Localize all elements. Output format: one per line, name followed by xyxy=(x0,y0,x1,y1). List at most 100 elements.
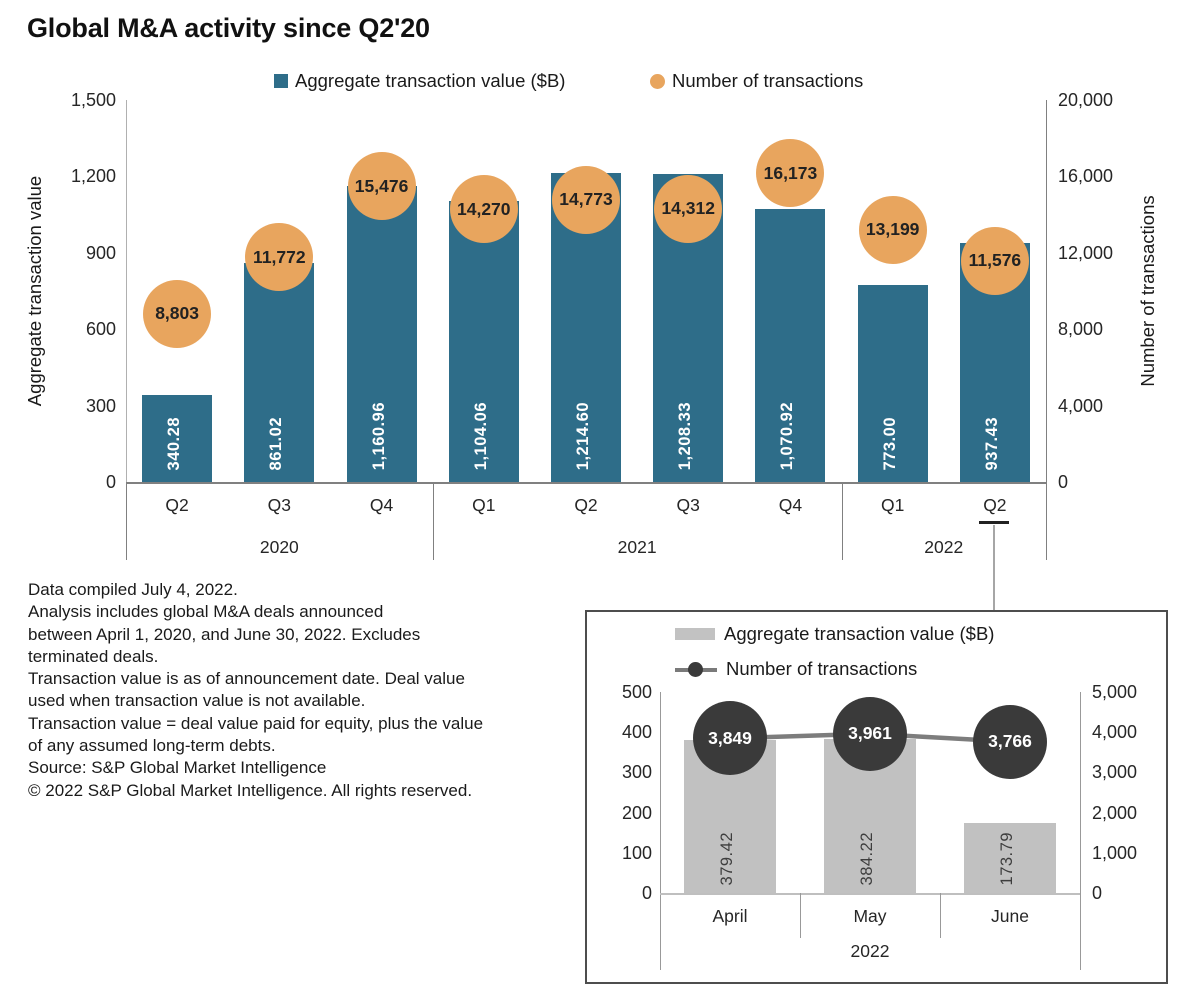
inset-right-tick-label: 3,000 xyxy=(1092,762,1138,783)
main-legend-item-count: Number of transactions xyxy=(650,70,863,92)
footnote-line: Transaction value = deal value paid for … xyxy=(28,713,484,733)
inset-bar-value-label: 173.79 xyxy=(998,831,1016,885)
left-tick-label: 900 xyxy=(85,242,116,263)
right-tick-label: 16,000 xyxy=(1058,166,1114,187)
left-tick-label: 1,200 xyxy=(70,166,116,187)
circle-swatch-icon xyxy=(650,73,665,89)
line-dot-swatch-icon xyxy=(675,661,717,677)
year-label: 2021 xyxy=(617,537,657,557)
page-title: Global M&A activity since Q2'20 xyxy=(27,13,430,43)
count-bubble: 15,476 xyxy=(347,152,416,221)
count-bubble: 11,576 xyxy=(960,226,1029,295)
right-tick-label: 8,000 xyxy=(1058,319,1104,340)
bottom-axis-line xyxy=(126,482,1046,484)
inset-year-label: 2022 xyxy=(850,941,890,961)
footnote-line: used when transaction value is not avail… xyxy=(28,691,366,711)
inset-bottom-axis-line xyxy=(660,893,1080,895)
count-bubble: 14,270 xyxy=(449,175,518,244)
callout-connector-line xyxy=(993,525,995,610)
category-boundary xyxy=(126,482,127,560)
inset-right-axis-line xyxy=(1080,692,1081,970)
inset-count-bubble: 3,961 xyxy=(833,696,907,771)
footnote: Data compiled July 4, 2022. Analysis incl… xyxy=(28,579,483,802)
inset-legend-value-label: Aggregate transaction value ($B) xyxy=(724,623,995,644)
inset-month-separator xyxy=(940,893,941,938)
quarter-label: Q1 xyxy=(880,495,905,515)
inset-right-tick-label: 5,000 xyxy=(1092,682,1138,702)
footnote-line: Source: S&P Global Market Intelligence xyxy=(28,758,327,778)
footnote-line: © 2022 S&P Global Market Intelligence. A… xyxy=(28,780,473,800)
left-tick-label: 300 xyxy=(85,395,116,416)
main-legend-count-label: Number of transactions xyxy=(672,70,864,91)
inset-month-label: May xyxy=(853,906,887,926)
right-axis-line xyxy=(1046,100,1047,560)
bar xyxy=(142,395,213,482)
quarter-label: Q2 xyxy=(983,495,1007,515)
category-boundary xyxy=(432,482,434,560)
left-tick-label: 600 xyxy=(85,319,116,340)
inset-month-separator xyxy=(800,893,801,938)
main-legend-item-value: Aggregate transaction value ($B) xyxy=(274,70,565,92)
right-tick-label: 0 xyxy=(1058,472,1069,492)
count-bubble: 14,312 xyxy=(654,174,723,243)
left-axis-line xyxy=(126,100,127,482)
footnote-line: Transaction value is as of announcement … xyxy=(28,669,465,689)
inset-left-tick-label: 300 xyxy=(621,762,652,783)
inset-bar-value-label: 379.42 xyxy=(718,831,736,885)
category-boundary xyxy=(841,482,843,560)
bar-swatch-icon xyxy=(274,74,288,88)
inset-left-tick-label: 200 xyxy=(621,802,652,823)
inset-count-bubble: 3,849 xyxy=(693,701,767,776)
inset-left-axis-line xyxy=(660,692,661,970)
inset-left-tick-label: 0 xyxy=(641,883,652,903)
main-legend-value-label: Aggregate transaction value ($B) xyxy=(295,70,566,91)
footnote-line: terminated deals. xyxy=(28,646,159,666)
inset-count-bubble: 3,766 xyxy=(973,704,1047,779)
left-tick-label: 0 xyxy=(105,472,116,492)
count-bubble: 16,173 xyxy=(756,139,825,208)
inset-left-tick-label: 100 xyxy=(621,842,652,863)
inset-legend-item-count: Number of transactions xyxy=(675,658,917,680)
quarter-label: Q4 xyxy=(369,495,394,515)
inset-month-label: June xyxy=(991,906,1029,926)
inset-left-tick-label: 500 xyxy=(621,682,652,702)
inset-bar-value-label: 384.22 xyxy=(858,831,876,885)
footnote-line: Data compiled July 4, 2022. xyxy=(28,580,238,599)
inset-legend-item-value: Aggregate transaction value ($B) xyxy=(675,623,994,645)
year-label: 2020 xyxy=(259,537,299,557)
count-bubble: 8,803 xyxy=(143,279,212,348)
quarter-label: Q3 xyxy=(676,495,700,515)
inset-right-tick-label: 0 xyxy=(1092,883,1103,903)
inset-month-label: April xyxy=(712,906,748,926)
year-label: 2022 xyxy=(924,537,964,557)
inset-legend-count-label: Number of transactions xyxy=(726,658,918,679)
count-bubble: 11,772 xyxy=(245,223,314,292)
quarter-label: Q4 xyxy=(778,495,803,515)
left-tick-label: 1,500 xyxy=(70,90,116,110)
bar xyxy=(448,200,519,482)
category-boundary xyxy=(1046,482,1047,560)
bar xyxy=(857,285,928,482)
quarter-label: Q2 xyxy=(165,495,189,515)
inset-left-tick-label: 400 xyxy=(621,722,652,743)
footnote-line: of any assumed long-term debts. xyxy=(28,736,276,756)
right-tick-label: 20,000 xyxy=(1058,90,1114,110)
inset-right-tick-label: 2,000 xyxy=(1092,802,1138,823)
right-tick-label: 12,000 xyxy=(1058,242,1114,263)
quarter-label: Q2 xyxy=(574,495,598,515)
quarter-label: Q1 xyxy=(472,495,496,515)
inset-right-tick-label: 4,000 xyxy=(1092,722,1138,743)
bar xyxy=(755,209,826,482)
right-tick-label: 4,000 xyxy=(1058,395,1104,416)
count-bubble: 14,773 xyxy=(552,165,620,234)
inset-right-tick-label: 1,000 xyxy=(1092,842,1138,863)
footnote-line: Analysis includes global M&A deals annou… xyxy=(28,602,384,622)
callout-underline xyxy=(979,521,1009,524)
bar xyxy=(346,186,417,482)
quarter-label: Q3 xyxy=(267,495,291,515)
count-bubble: 13,199 xyxy=(858,195,927,264)
inset-bar xyxy=(964,823,1056,893)
